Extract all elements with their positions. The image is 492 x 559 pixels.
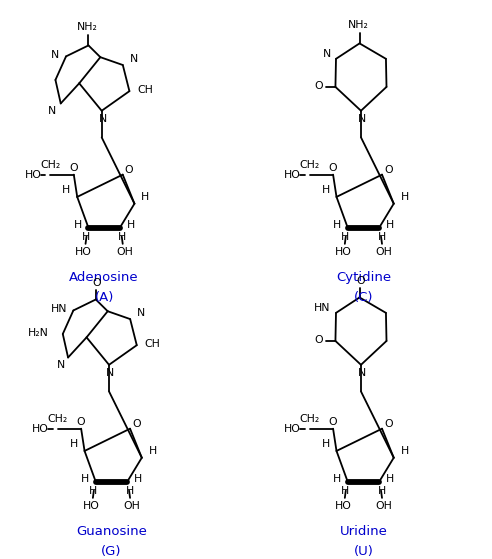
Text: (C): (C)	[354, 291, 373, 304]
Text: HO: HO	[75, 247, 92, 257]
Text: H: H	[149, 446, 156, 456]
Text: (G): (G)	[101, 544, 122, 558]
Text: HN: HN	[50, 304, 67, 314]
Text: OH: OH	[116, 247, 133, 257]
Text: O: O	[92, 277, 101, 287]
Text: H: H	[322, 185, 330, 195]
Text: N: N	[323, 49, 331, 59]
Text: HN: HN	[314, 303, 331, 313]
Text: CH: CH	[137, 85, 153, 95]
Text: Cytidine: Cytidine	[336, 271, 391, 284]
Text: O: O	[125, 165, 133, 175]
Text: HO: HO	[284, 169, 301, 179]
Text: O: O	[384, 165, 393, 175]
Text: H: H	[126, 220, 135, 230]
Text: N: N	[51, 50, 60, 60]
Text: Guanosine: Guanosine	[76, 525, 147, 538]
Text: CH₂: CH₂	[48, 414, 68, 424]
Text: OH: OH	[123, 501, 140, 511]
Text: HO: HO	[25, 169, 42, 179]
Text: (U): (U)	[353, 544, 373, 558]
Text: H: H	[322, 439, 330, 449]
Text: H: H	[386, 220, 394, 230]
Text: O: O	[329, 163, 338, 173]
Text: CH₂: CH₂	[300, 160, 320, 170]
Text: CH₂: CH₂	[40, 160, 61, 170]
Text: Adenosine: Adenosine	[69, 271, 139, 284]
Text: H: H	[377, 231, 386, 241]
Text: N: N	[106, 368, 114, 378]
Text: N: N	[48, 106, 56, 116]
Text: OH: OH	[375, 247, 393, 257]
Text: Uridine: Uridine	[339, 525, 387, 538]
Text: H: H	[386, 475, 394, 485]
Text: H: H	[134, 475, 142, 485]
Text: O: O	[356, 276, 365, 286]
Text: O: O	[314, 81, 323, 91]
Text: H: H	[341, 486, 349, 496]
Text: H: H	[82, 231, 90, 241]
Text: N: N	[137, 308, 145, 318]
Text: H: H	[141, 192, 150, 202]
Text: H: H	[118, 231, 126, 241]
Text: N: N	[57, 360, 65, 369]
Text: O: O	[132, 419, 141, 429]
Text: O: O	[77, 417, 86, 427]
Text: H: H	[400, 446, 409, 456]
Text: N: N	[98, 114, 107, 124]
Text: H: H	[70, 439, 78, 449]
Text: OH: OH	[375, 501, 393, 511]
Text: NH₂: NH₂	[77, 22, 98, 32]
Text: HO: HO	[83, 501, 99, 511]
Text: N: N	[129, 54, 138, 64]
Text: CH: CH	[145, 339, 160, 349]
Text: HO: HO	[284, 424, 301, 434]
Text: H: H	[333, 220, 341, 230]
Text: H: H	[62, 185, 70, 195]
Text: (A): (A)	[94, 291, 114, 304]
Text: H: H	[125, 486, 134, 496]
Text: HO: HO	[335, 501, 351, 511]
Text: NH₂: NH₂	[348, 20, 369, 30]
Text: H: H	[89, 486, 97, 496]
Text: HO: HO	[32, 424, 49, 434]
Text: CH₂: CH₂	[300, 414, 320, 424]
Text: H₂N: H₂N	[28, 328, 49, 338]
Text: H: H	[377, 486, 386, 496]
Text: H: H	[81, 475, 89, 485]
Text: O: O	[384, 419, 393, 429]
Text: O: O	[69, 163, 78, 173]
Text: H: H	[400, 192, 409, 202]
Text: O: O	[329, 417, 338, 427]
Text: H: H	[333, 475, 341, 485]
Text: HO: HO	[335, 247, 351, 257]
Text: H: H	[341, 231, 349, 241]
Text: N: N	[358, 368, 366, 378]
Text: H: H	[74, 220, 82, 230]
Text: N: N	[358, 114, 366, 124]
Text: O: O	[314, 335, 323, 345]
